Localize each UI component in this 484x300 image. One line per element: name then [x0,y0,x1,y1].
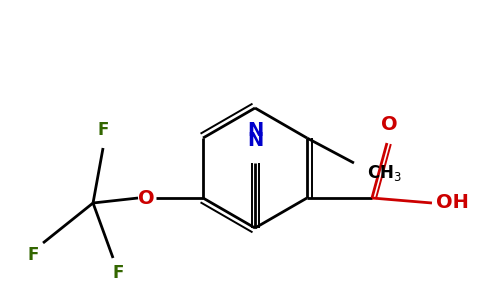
Text: N: N [247,121,263,140]
Text: O: O [138,188,154,208]
Text: CH$_3$: CH$_3$ [367,163,402,183]
Text: N: N [247,130,263,149]
Text: F: F [97,121,109,139]
Text: F: F [112,264,124,282]
Text: O: O [380,116,397,134]
Text: F: F [28,246,39,264]
Text: OH: OH [436,194,469,212]
